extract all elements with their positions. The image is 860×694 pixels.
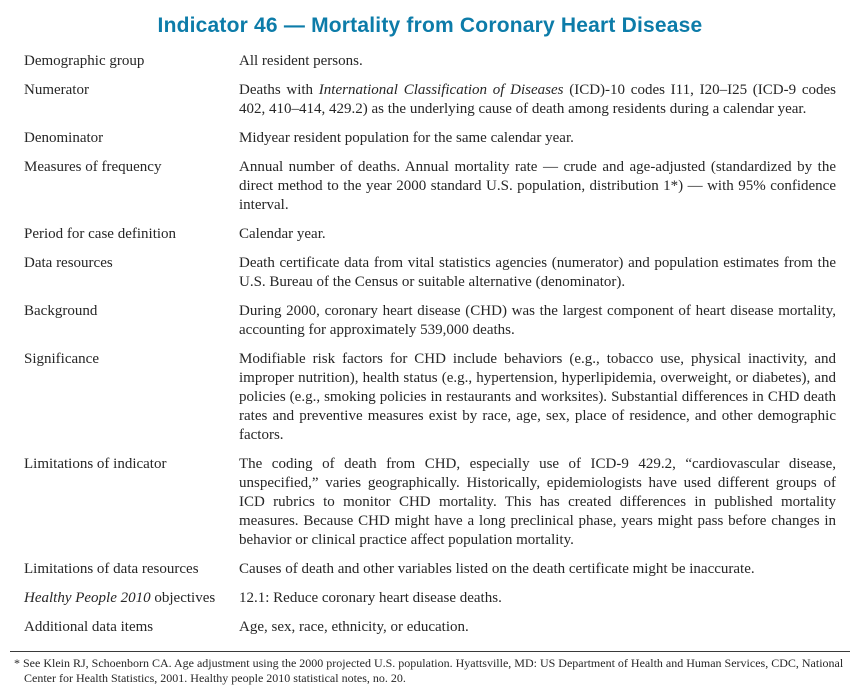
definition-table: Demographic group All resident persons. Nu…	[24, 52, 836, 637]
row-label: Demographic group	[24, 53, 145, 69]
row-label: Additional data items	[24, 619, 154, 635]
table-row: Numerator Deaths with International Class…	[24, 81, 836, 119]
table-row: Limitations of indicator The coding of de…	[24, 455, 836, 550]
table-row: Demographic group All resident persons.	[24, 52, 836, 71]
row-label: Limitations of data resources	[24, 561, 199, 577]
table-row: Denominator Midyear resident population f…	[24, 129, 836, 148]
row-value: During 2000, coronary heart disease (CHD…	[239, 303, 836, 338]
row-label: Data resources	[24, 255, 113, 271]
row-value: The coding of death from CHD, especially…	[239, 456, 836, 548]
row-value: 12.1: Reduce coronary heart disease deat…	[239, 590, 502, 606]
row-value: All resident persons.	[239, 53, 363, 69]
row-value: Calendar year.	[239, 226, 326, 242]
table-row: Additional data items Age, sex, race, eth…	[24, 618, 836, 637]
table-row: Significance Modifiable risk factors for …	[24, 350, 836, 445]
table-row: Limitations of data resources Causes of d…	[24, 560, 836, 579]
row-label: Limitations of indicator	[24, 456, 167, 472]
row-value: Modifiable risk factors for CHD include …	[239, 351, 836, 443]
row-value: Midyear resident population for the same…	[239, 130, 574, 146]
table-row: Period for case definition Calendar year.	[24, 225, 836, 244]
row-label: Period for case definition	[24, 226, 177, 242]
row-label: Numerator	[24, 82, 89, 98]
footnote-block: * See Klein RJ, Schoenborn CA. Age adjus…	[10, 651, 850, 686]
row-label: Denominator	[24, 130, 104, 146]
table-row: Background During 2000, coronary heart di…	[24, 302, 836, 340]
table-row: Data resources Death certificate data fro…	[24, 254, 836, 292]
table-row: Measures of frequency Annual number of de…	[24, 158, 836, 215]
row-label: Background	[24, 303, 98, 319]
row-value: Age, sex, race, ethnicity, or education.	[239, 619, 469, 635]
row-label: Measures of frequency	[24, 159, 162, 175]
row-value: Deaths with International Classification…	[239, 82, 837, 117]
page-title: Indicator 46 — Mortality from Coronary H…	[157, 14, 703, 37]
footnote-divider	[10, 651, 850, 652]
footnote-text: * See Klein RJ, Schoenborn CA. Age adjus…	[14, 656, 844, 685]
row-value: Annual number of deaths. Annual mortalit…	[239, 159, 836, 213]
row-label: Significance	[24, 351, 99, 367]
row-value: Death certificate data from vital statis…	[239, 255, 836, 290]
row-value: Causes of death and other variables list…	[239, 561, 755, 577]
row-label: Healthy People 2010 objectives	[24, 590, 216, 606]
table-row: Healthy People 2010 objectives 12.1: Redu…	[24, 589, 836, 608]
